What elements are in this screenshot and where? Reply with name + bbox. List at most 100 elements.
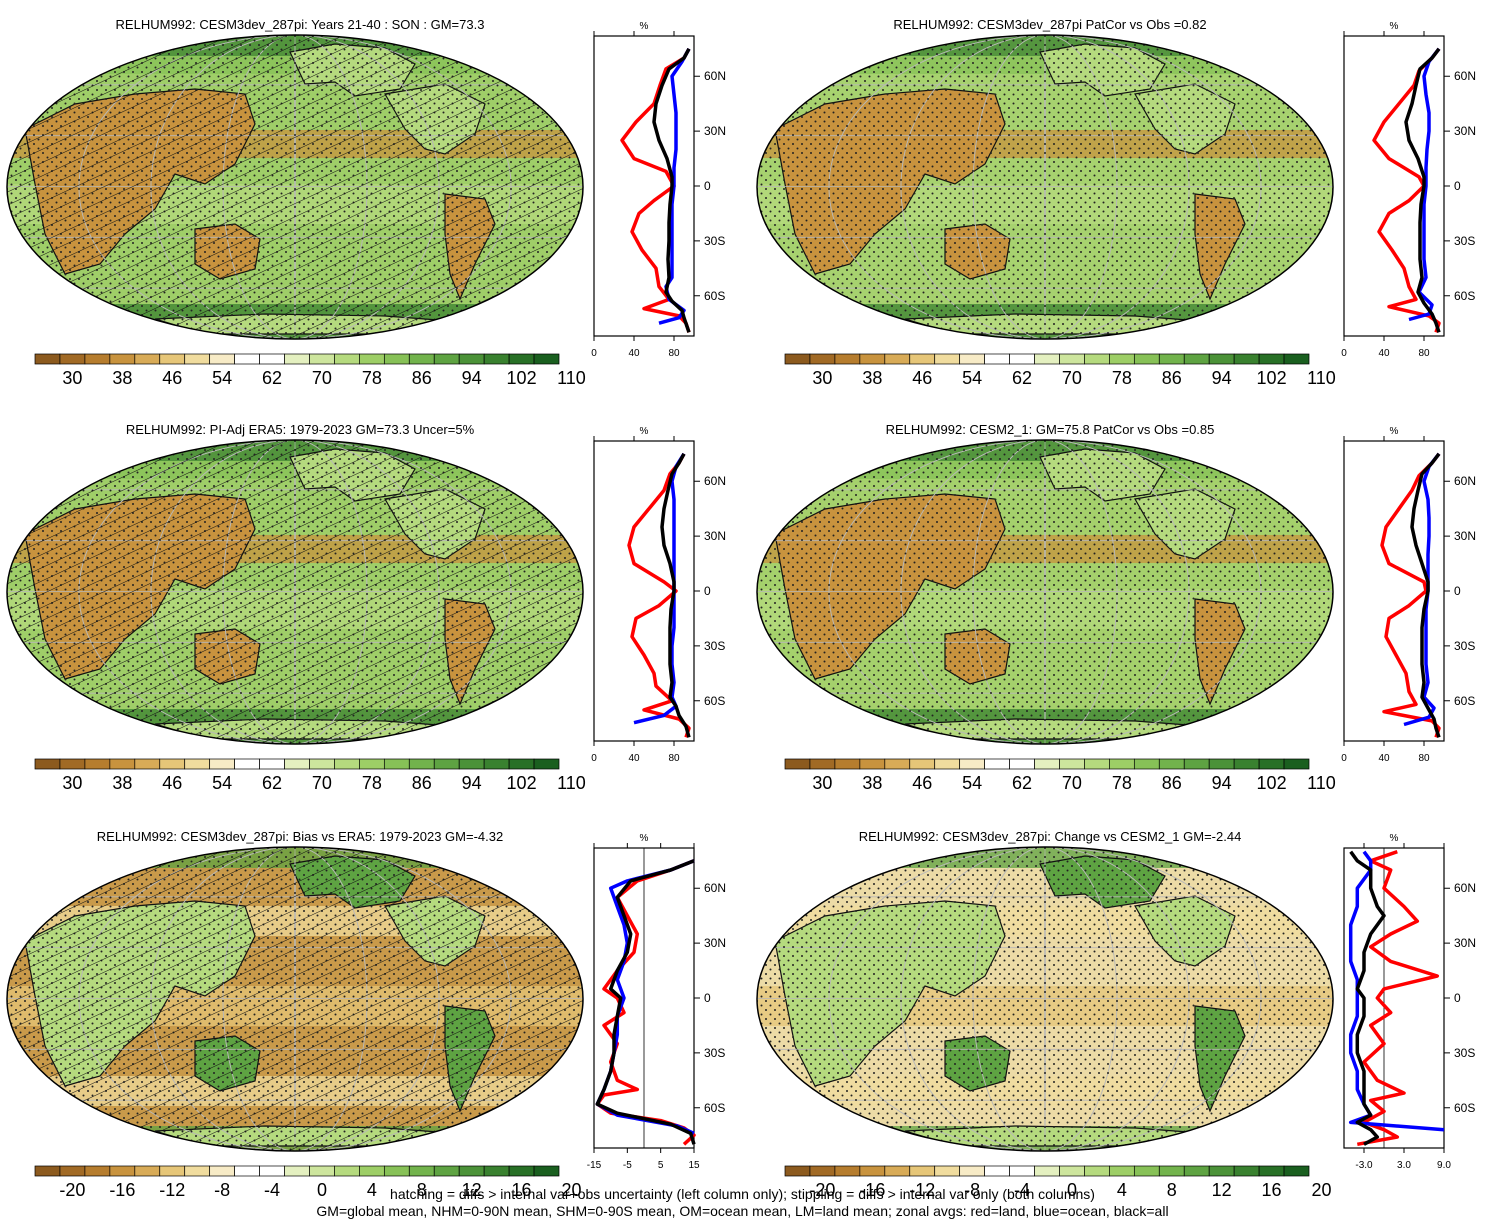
colorbar-tick-label: 94 [1212,773,1232,793]
colorbar-swatch [1109,1165,1135,1177]
colorbar-swatch [533,353,560,365]
colorbar-swatch [784,758,811,770]
colorbar-swatch [508,758,535,770]
colorbar-swatch [159,353,186,365]
colorbar-swatch [1158,758,1185,770]
colorbar-swatch [1109,758,1135,770]
zonal-series-land [1372,47,1441,333]
colorbar-swatch [1183,353,1210,365]
zonal-y-tick-label: 60N [704,69,726,83]
zonal-plot-frame [593,440,695,742]
colorbar-tick-label: 70 [312,368,332,388]
colorbar-tick-label: 46 [912,773,932,793]
panel-title: RELHUM992: CESM3dev_287pi: Years 21-40 :… [116,17,485,32]
world-map [6,34,584,340]
zonal-x-tick-label: 40 [628,348,640,359]
world-map [6,846,584,1152]
colorbar-tick-label: 46 [912,368,932,388]
colorbar-swatch [934,353,961,365]
colorbar-swatch [458,1165,485,1177]
zonal-y-tick-label: 30S [704,234,725,248]
zonal-mean-plot: % 60N 30N 0 30S 60S 0 40 80 [1341,21,1476,359]
zonal-y-tick-label: 60S [1454,1101,1475,1115]
colorbar-tick-label: 16 [512,1180,532,1200]
colorbar-swatch [884,758,911,770]
colorbar-swatch [59,1165,86,1177]
colorbar-swatch [1233,353,1260,365]
colorbar-swatch [1158,353,1185,365]
zonal-x-tick-label: 80 [668,348,680,359]
colorbar-tick-label: 54 [212,773,232,793]
colorbar-swatch [209,1165,235,1177]
colorbar-tick-label: 62 [262,773,282,793]
colorbar-swatch [884,353,911,365]
map-border [6,34,584,340]
colorbar-swatch [1208,353,1235,365]
colorbar-swatch [334,353,360,365]
zonal-mean-plot: % 60N 30N 0 30S 60S 0 40 80 [591,426,726,764]
zonal-y-tick-label: 30S [1454,234,1475,248]
colorbar-tick-label: 38 [112,773,132,793]
zonal-y-tick-label: 0 [1454,991,1461,1005]
zonal-unit-label: % [1390,833,1399,844]
colorbar-tick-label: -12 [909,1180,935,1200]
colorbar-swatch [84,353,111,365]
colorbar-swatch [834,758,861,770]
colorbar-swatch [458,353,485,365]
colorbar-tick-label: 110 [557,773,586,793]
colorbar-swatch [109,758,136,770]
world-map [756,846,1334,1152]
panel-title: RELHUM992: PI-Adj ERA5: 1979-2023 GM=73.… [126,422,475,437]
colorbar-swatch [34,758,61,770]
colorbar-tick-label: -4 [264,1180,280,1200]
colorbar-tick-label: 70 [312,773,332,793]
colorbar-swatch [1258,353,1285,365]
colorbar-swatch [408,1165,435,1177]
zonal-y-tick-label: 30S [704,1046,725,1060]
colorbar-swatch [483,758,510,770]
colorbar-tick-label: 94 [1212,368,1232,388]
zonal-x-tick-label: 80 [668,753,680,764]
colorbar-swatch [784,353,811,365]
colorbar-tick-label: 62 [262,368,282,388]
colorbar-swatch [184,1165,211,1177]
zonal-y-tick-label: 0 [704,584,711,598]
colorbar-swatch [1084,353,1110,365]
zonal-y-tick-label: 30S [1454,1046,1475,1060]
colorbar-swatch [934,1165,961,1177]
colorbar-tick-label: 86 [412,773,432,793]
colorbar-swatch [84,758,111,770]
zonal-series-land [620,47,691,333]
colorbar-swatch [408,353,435,365]
colorbar-tick-label: 46 [162,368,182,388]
colorbar-swatch [383,1165,410,1177]
colorbar-tick-label: 8 [1167,1180,1177,1200]
panel-title: RELHUM992: CESM3dev_287pi: Bias vs ERA5:… [97,829,503,844]
colorbar-tick-label: -8 [964,1180,980,1200]
colorbar-swatch [508,1165,535,1177]
zonal-y-tick-label: 30N [1454,124,1476,138]
zonal-x-tick-label: 0 [1341,753,1347,764]
zonal-y-tick-label: 30S [1454,639,1475,653]
map-border [756,846,1334,1152]
colorbar-swatch [34,1165,61,1177]
zonal-y-tick-label: 60S [704,289,725,303]
colorbar-swatch [1009,758,1035,770]
colorbar-swatch [284,758,310,770]
colorbar-tick-label: 70 [1062,773,1082,793]
colorbar-tick-label: 86 [1162,773,1182,793]
colorbar-swatch [284,353,310,365]
colorbar-swatch [1009,353,1035,365]
panel-1: RELHUM992: CESM3dev_287pi: Years 21-40 :… [6,17,726,388]
colorbar-swatch [1283,1165,1310,1177]
colorbar-tick-label: 0 [1067,1180,1077,1200]
colorbar-swatch [1233,758,1260,770]
colorbar-swatch [458,758,485,770]
colorbar-swatch [934,758,961,770]
colorbar-swatch [1059,1165,1085,1177]
colorbar-swatch [134,353,161,365]
colorbar-swatch [859,353,886,365]
colorbar-swatch [109,353,136,365]
colorbar-tick-label: 38 [862,368,882,388]
zonal-series-all [595,859,696,1145]
